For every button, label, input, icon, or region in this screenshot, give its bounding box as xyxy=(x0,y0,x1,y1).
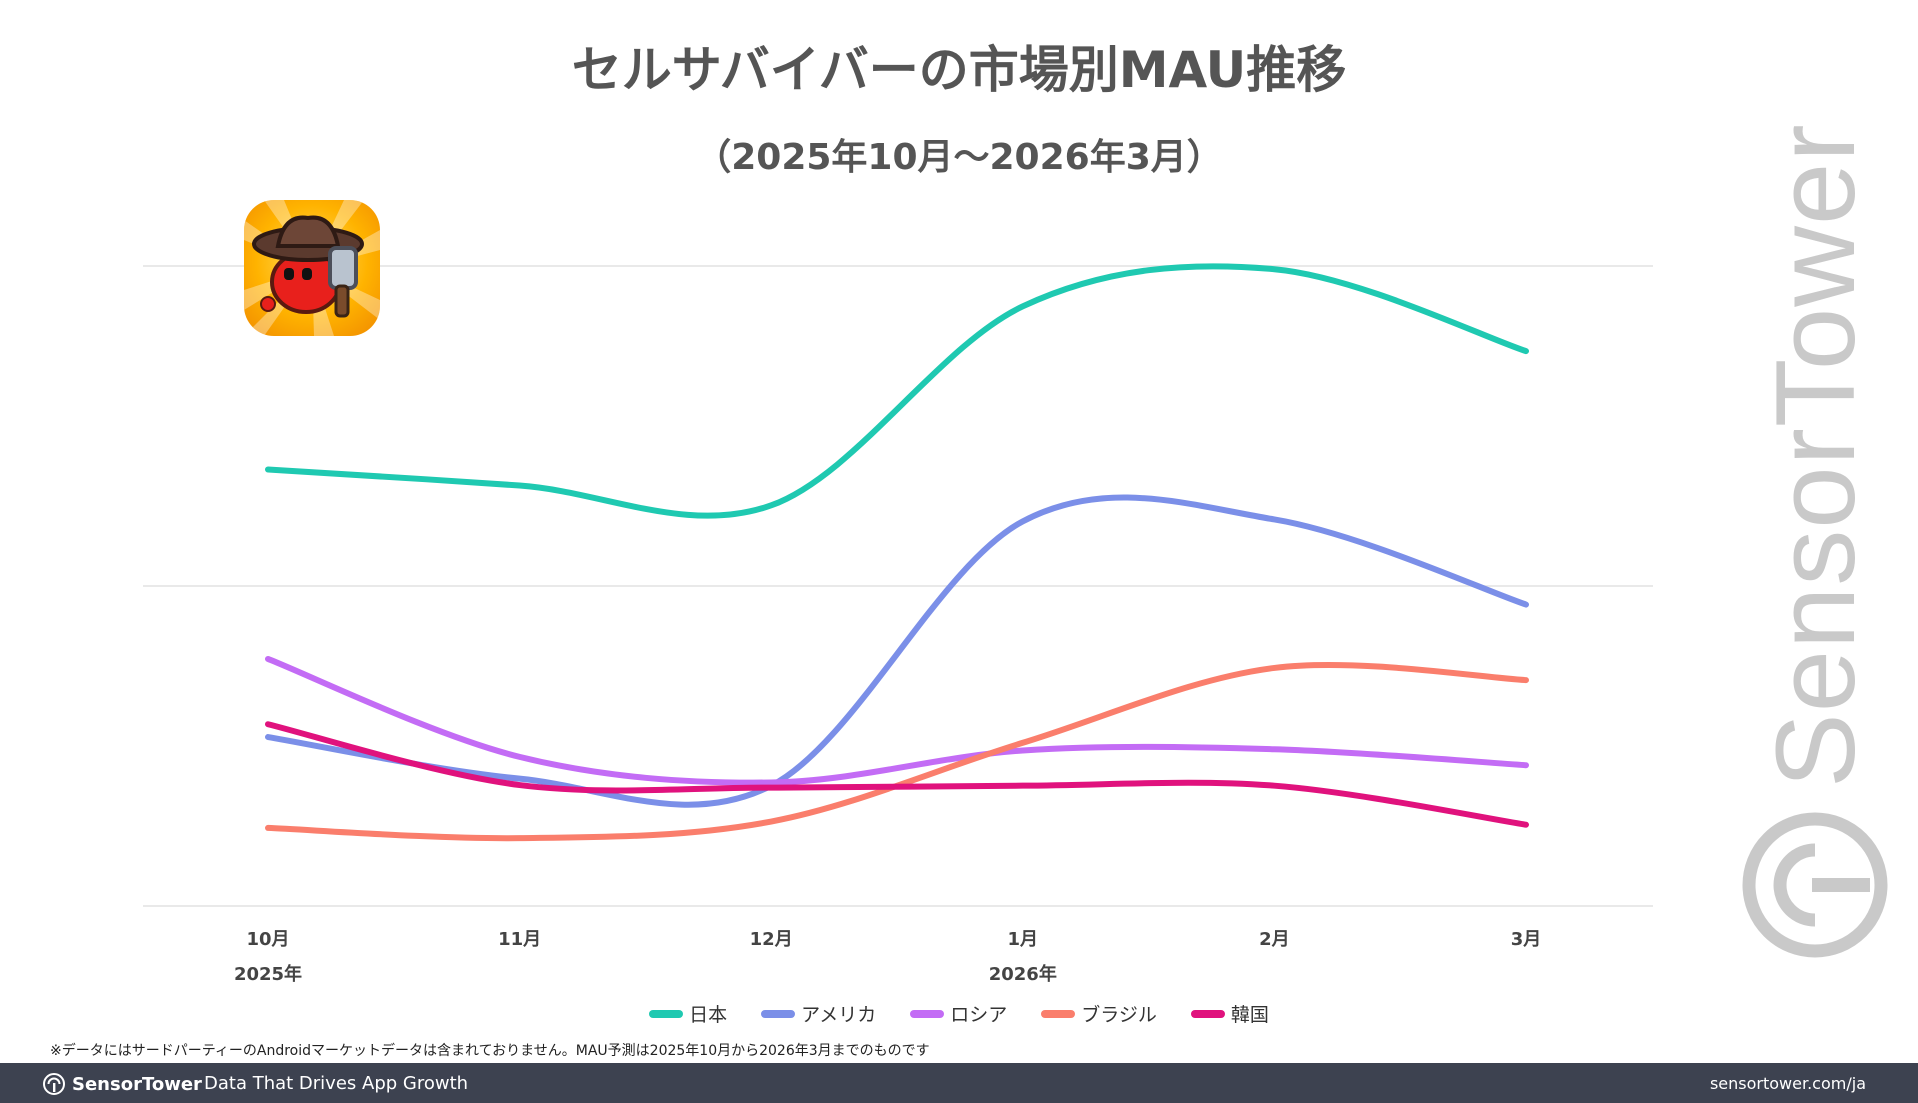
watermark-text: SensorTower xyxy=(1752,123,1878,788)
x-axis-labels: 10月 11月 12月 1月 2月 3月 2025年 2026年 xyxy=(234,929,1541,985)
series-line-1 xyxy=(265,494,1529,808)
x-tick-label: 11月 xyxy=(498,929,541,950)
x-tick-label: 3月 xyxy=(1511,929,1542,950)
legend-label: アメリカ xyxy=(801,1004,877,1026)
legend-item-3[interactable]: ブラジル xyxy=(1041,1000,1157,1027)
footer-tagline: Data That Drives App Growth xyxy=(204,1073,469,1094)
legend-swatch xyxy=(761,1009,796,1018)
sensortower-logo-icon xyxy=(1742,812,1888,958)
chart-title: セルサバイバーの市場別MAU推移 xyxy=(571,41,1347,99)
series-line-4 xyxy=(265,721,1529,828)
legend-swatch xyxy=(1041,1009,1076,1018)
series-line-0 xyxy=(265,263,1529,519)
footer-bar: SensorTower Data That Drives App Growth … xyxy=(0,1063,1918,1103)
legend-swatch xyxy=(910,1009,945,1018)
legend-item-4[interactable]: 韓国 xyxy=(1190,1000,1269,1027)
series-layer xyxy=(265,263,1529,842)
chart-legend: 日本 アメリカ ロシア ブラジル 韓国 xyxy=(0,1000,1918,1027)
x-tick-label: 12月 xyxy=(750,929,793,950)
legend-item-1[interactable]: アメリカ xyxy=(761,1000,876,1027)
x-year-label: 2026年 xyxy=(989,963,1057,985)
series-line-2 xyxy=(265,655,1529,786)
chart-subtitle: （2025年10月〜2026年3月） xyxy=(695,137,1223,178)
footer-logo[interactable]: SensorTower xyxy=(42,1072,202,1096)
footer-url[interactable]: sensortower.com/ja xyxy=(1709,1074,1866,1093)
legend-label: 韓国 xyxy=(1230,1004,1269,1026)
x-tick-label: 2月 xyxy=(1259,929,1290,950)
footnote: ※データにはサードパーティーのAndroidマーケットデータは含まれておりません… xyxy=(50,1043,930,1059)
legend-label: ロシア xyxy=(950,1004,1008,1026)
app-icon xyxy=(244,200,380,336)
x-tick-label: 1月 xyxy=(1008,929,1039,950)
series-line-3 xyxy=(265,661,1529,842)
gridlines xyxy=(143,265,1653,907)
legend-swatch xyxy=(649,1009,684,1018)
sensortower-watermark: SensorTower xyxy=(1740,123,1890,960)
legend-swatch xyxy=(1190,1009,1225,1018)
line-chart: 10月 11月 12月 1月 2月 3月 2025年 2026年 xyxy=(143,263,1653,985)
legend-item-2[interactable]: ロシア xyxy=(910,1000,1007,1027)
legend-label: 日本 xyxy=(689,1004,728,1026)
x-tick-label: 10月 xyxy=(246,929,289,950)
x-year-label: 2025年 xyxy=(234,963,302,985)
sensortower-logo-icon xyxy=(43,1073,65,1095)
legend-item-0[interactable]: 日本 xyxy=(649,1000,727,1027)
legend-label: ブラジル xyxy=(1081,1004,1157,1026)
footer-logo-text: SensorTower xyxy=(72,1073,202,1095)
